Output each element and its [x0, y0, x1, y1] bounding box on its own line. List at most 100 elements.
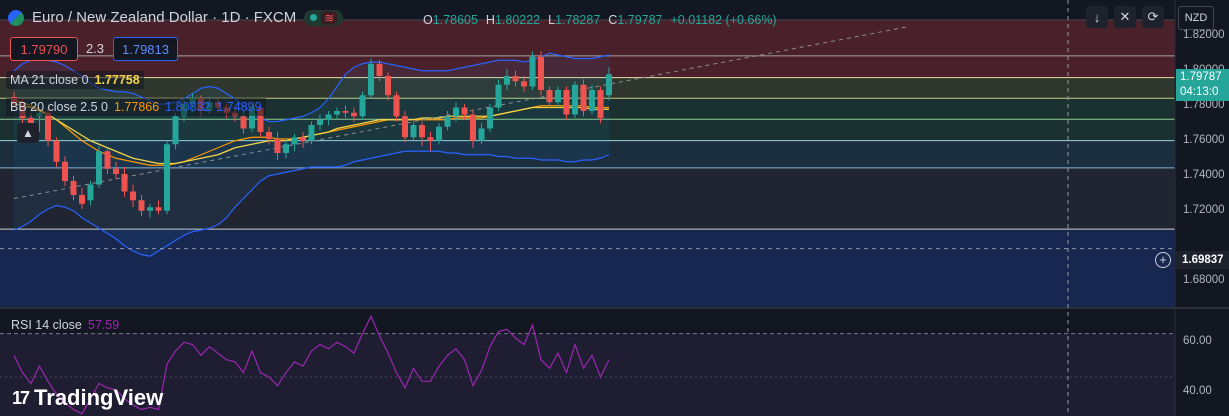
candle-body [308, 125, 315, 141]
candle [572, 81, 578, 118]
candle [461, 104, 468, 120]
candle [317, 114, 323, 131]
candle-body [589, 90, 595, 111]
market-status-badge[interactable]: ≋ [304, 9, 344, 26]
candle-body [87, 184, 94, 201]
candle-body [240, 116, 247, 129]
candle-body [317, 119, 323, 125]
candle [453, 102, 459, 122]
candle-body [546, 90, 553, 103]
candle [555, 86, 561, 108]
candles [11, 51, 612, 218]
candle [597, 86, 604, 124]
candle [274, 132, 281, 160]
bb-upper-value: 1.80832 [165, 100, 211, 114]
bb-upper-line [13, 52, 610, 123]
candle [53, 137, 60, 167]
candle-body [334, 111, 340, 115]
candle [121, 167, 128, 197]
candle [368, 58, 374, 99]
candle [172, 112, 179, 150]
ma-legend-name: MA 21 close 0 [10, 73, 89, 87]
candle [444, 111, 451, 131]
candle-body [70, 181, 77, 195]
rsi-legend[interactable]: RSI 14 close 57.59 [11, 318, 119, 332]
candle-body [45, 112, 51, 141]
rsi-legend-value: 57.59 [87, 318, 120, 332]
candle [495, 79, 502, 111]
collapse-legend-chevron-up-icon[interactable]: ▲ [17, 123, 39, 143]
candle [325, 111, 332, 125]
candle-body [249, 107, 255, 129]
candle [266, 126, 272, 145]
candle [402, 111, 408, 143]
bb-basis-value: 1.77866 [113, 100, 160, 114]
candle-body [410, 125, 417, 138]
tradingview-logo-icon: 17 [12, 387, 30, 408]
add-alert-plus-icon[interactable]: + [1155, 252, 1171, 268]
rsi-pane [0, 314, 1175, 416]
candle-body [257, 107, 264, 132]
candle-body [325, 114, 332, 120]
candle-body [512, 76, 519, 82]
bb-lower-line [13, 150, 610, 257]
open-value: 1.78605 [432, 13, 478, 27]
rsi-line [13, 314, 610, 415]
candle [504, 69, 510, 90]
rsi-axis-tick: 60.00 [1183, 335, 1212, 347]
price-axis-tick: 1.82000 [1183, 28, 1225, 41]
candle-body [393, 95, 400, 117]
close-label: C [608, 13, 618, 27]
candle [521, 76, 527, 92]
candle [308, 121, 315, 145]
price-axis-tick: 1.72000 [1183, 203, 1225, 216]
symbol-title[interactable]: Euro / New Zealand Dollar · 1D · FXCM [32, 9, 297, 26]
currency-badge[interactable]: NZD [1178, 6, 1214, 30]
candle [291, 133, 298, 152]
candle [70, 175, 77, 201]
candle-body [436, 126, 442, 141]
candle-body [376, 63, 383, 76]
ma-legend-value: 1.77758 [94, 73, 140, 87]
candle [563, 86, 570, 120]
crosshair-price-label: 1.69837 [1176, 251, 1229, 269]
candle-body [427, 137, 434, 141]
candle-body [580, 84, 587, 111]
candle [538, 51, 544, 96]
candle-body [359, 95, 366, 117]
candle [79, 188, 85, 209]
candle-body [487, 107, 493, 129]
ma-legend[interactable]: MA 21 close 0 1.77758 [6, 71, 144, 89]
candle-body [147, 207, 153, 211]
bb-lower-value: 1.74899 [216, 100, 262, 114]
chart-toolbar: ↓ ✕ ⟳ [1086, 6, 1164, 28]
bb-legend[interactable]: BB 20 close 2.5 0 1.77866 1.80832 1.7489… [6, 98, 266, 116]
candle-body [402, 116, 408, 138]
logo-text: TradingView [34, 385, 164, 410]
candle-body [96, 151, 102, 185]
ohlc-legend: O1.78605 H1.80222 L1.78287 C1.79787 +0.0… [423, 13, 777, 27]
candle-body [172, 116, 179, 145]
expand-icon[interactable]: ✕ [1114, 6, 1136, 28]
price-axis-tick: 1.74000 [1183, 168, 1225, 181]
bar-countdown: 04:13:0 [1180, 86, 1219, 98]
bb-legend-name: BB 20 close 2.5 0 [10, 100, 108, 114]
price-axis-tick: 1.68000 [1183, 273, 1225, 286]
candle-body [266, 132, 272, 139]
candle [529, 51, 536, 90]
buy-button[interactable]: 1.79813 [113, 37, 178, 61]
fib-zone [0, 20, 1175, 78]
candle-body [461, 107, 468, 115]
candle [283, 139, 289, 159]
candle [580, 79, 587, 117]
market-open-dot-icon [310, 14, 318, 21]
tradingview-logo[interactable]: 17 TradingView [12, 385, 163, 411]
refresh-icon[interactable]: ⟳ [1142, 6, 1164, 28]
arrow-down-icon[interactable]: ↓ [1086, 6, 1108, 28]
candle [589, 84, 595, 115]
sell-button[interactable]: 1.79790 [10, 37, 78, 61]
candle-body [79, 195, 85, 204]
candle-body [62, 161, 68, 181]
